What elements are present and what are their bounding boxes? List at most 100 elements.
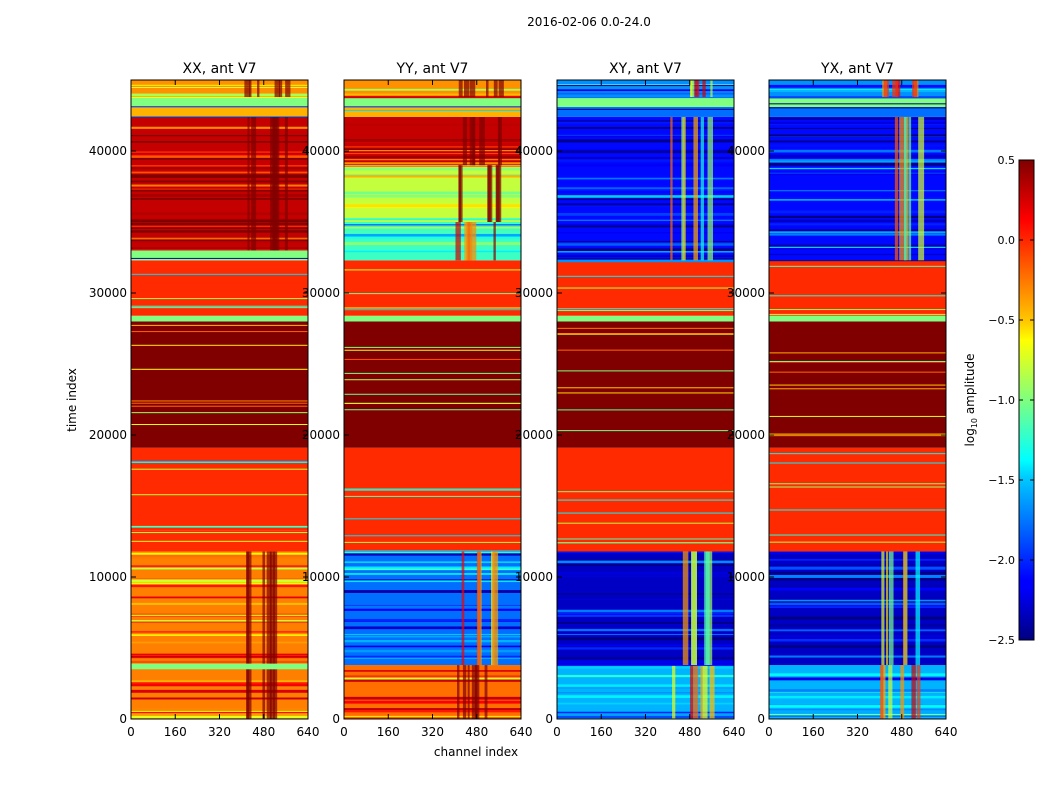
- heatmap-stripe: [131, 634, 308, 637]
- heatmap-line: [557, 287, 734, 289]
- heatmap-line: [131, 468, 308, 470]
- heatmap-stripe: [344, 93, 521, 96]
- heatmap-stripe: [557, 148, 734, 151]
- heatmap-stripe: [557, 159, 734, 162]
- heatmap-stripe: [557, 660, 734, 664]
- heatmap-rfi-streak: [492, 551, 496, 666]
- heatmap-band: [344, 222, 521, 261]
- heatmap-stripe: [557, 572, 734, 575]
- heatmap-line: [769, 103, 946, 105]
- y-tick-label: 30000: [515, 286, 553, 300]
- heatmap-stripe: [344, 191, 521, 195]
- heatmap-line: [131, 400, 308, 402]
- heatmap-line: [344, 358, 521, 360]
- heatmap-panels: XX, ant V7 0 160 320 480 640 0 10000 20000 30000 4…: [65, 61, 957, 759]
- heatmap-rfi-streak: [670, 116, 673, 261]
- heatmap-rfi-streak: [273, 551, 278, 719]
- heatmap-line: [344, 550, 521, 552]
- heatmap-stripe: [557, 187, 734, 190]
- heatmap-stripe: [131, 225, 308, 228]
- heatmap-band: [769, 315, 946, 322]
- heatmap-band: [344, 260, 521, 316]
- heatmap-stripe: [769, 564, 946, 566]
- heatmap-stripe: [131, 579, 308, 581]
- heatmap-band: [769, 106, 946, 117]
- heatmap-stripe: [557, 213, 734, 216]
- heatmap-stripe: [344, 645, 521, 648]
- heatmap-stripe: [344, 677, 521, 680]
- heatmap-stripe: [769, 231, 946, 234]
- heatmap-stripe: [557, 687, 734, 689]
- heatmap-stripe: [557, 666, 734, 669]
- panel-2: YY, ant V7 0 160 320 480 640 0 10000 20000 30000 4…: [302, 61, 533, 759]
- heatmap-stripe: [131, 567, 308, 570]
- heatmap-line: [557, 333, 734, 335]
- heatmap-rfi-streak: [455, 222, 461, 261]
- heatmap-stripe: [344, 123, 521, 127]
- heatmap-stripe: [769, 199, 946, 201]
- heatmap-rfi-streak: [494, 551, 499, 666]
- heatmap-stripe: [769, 155, 946, 158]
- colorbar: −2.5 −2.0 −1.5 −1.0 −0.5 0.0 0.5 log10 amplitu…: [963, 154, 1035, 647]
- heatmap-stripe: [131, 579, 308, 583]
- heatmap-stripe: [131, 602, 308, 605]
- heatmap-stripe: [557, 258, 734, 260]
- heatmap-line: [344, 293, 521, 295]
- heatmap-stripe: [344, 709, 521, 713]
- x-tick-label: 0: [765, 725, 773, 739]
- heatmap-line: [131, 494, 308, 496]
- heatmap-rfi-streak: [700, 116, 704, 261]
- colorbar-tick-label: −1.0: [988, 394, 1015, 407]
- heatmap-stripe: [557, 225, 734, 228]
- heatmap-stripe: [344, 194, 521, 198]
- y-tick-label: 30000: [302, 286, 340, 300]
- heatmap-rfi-streak: [708, 551, 713, 666]
- heatmap-stripe: [131, 237, 308, 240]
- heatmap-band: [131, 321, 308, 448]
- heatmap-stripe: [131, 247, 308, 250]
- heatmap-rfi-streak: [911, 665, 916, 719]
- x-tick-label: 640: [510, 725, 533, 739]
- heatmap-stripe: [131, 656, 308, 659]
- heatmap-stripe: [557, 203, 734, 206]
- heatmap-line: [769, 309, 946, 311]
- heatmap-stripe: [557, 150, 734, 154]
- heatmap-line: [344, 409, 521, 411]
- heatmap-stripe: [557, 663, 734, 666]
- heatmap-rfi-streak: [457, 665, 460, 719]
- heatmap-rfi-streak: [467, 665, 470, 719]
- heatmap-rfi-streak: [486, 80, 489, 98]
- colorbar-tick-label: 0.5: [998, 154, 1016, 167]
- heatmap-line: [769, 486, 946, 488]
- heatmap-stripe: [344, 149, 521, 152]
- heatmap-line: [769, 433, 946, 435]
- heatmap-line: [344, 349, 521, 351]
- heatmap-rfi-streak: [881, 551, 885, 666]
- heatmap-rfi-streak: [476, 551, 481, 666]
- x-tick-label: 320: [846, 725, 869, 739]
- y-tick-label: 30000: [89, 286, 127, 300]
- heatmap-stripe: [344, 153, 521, 155]
- heatmap-stripe: [557, 251, 734, 253]
- heatmap-stripe: [344, 553, 521, 556]
- heatmap-stripe: [131, 653, 308, 656]
- heatmap-rfi-streak: [883, 80, 889, 98]
- heatmap-rfi-streak: [892, 80, 898, 98]
- figure-title: 2016-02-06 0.0-24.0: [527, 15, 651, 29]
- heatmap-stripe: [131, 582, 308, 585]
- heatmap-stripe: [344, 139, 521, 141]
- heatmap-rfi-streak: [498, 80, 504, 98]
- heatmap-stripe: [557, 633, 734, 636]
- heatmap-stripe: [557, 575, 734, 577]
- heatmap-line: [131, 460, 308, 462]
- heatmap-rfi-streak: [269, 551, 275, 719]
- heatmap-stripe: [131, 126, 308, 129]
- heatmap-stripe: [557, 622, 734, 624]
- x-tick-label: 160: [590, 725, 613, 739]
- heatmap-stripe: [557, 657, 734, 659]
- heatmap-stripe: [769, 216, 946, 219]
- heatmap-stripe: [131, 596, 308, 599]
- heatmap-line: [344, 495, 521, 497]
- heatmap-line: [769, 360, 946, 362]
- heatmap-stripe: [131, 212, 308, 216]
